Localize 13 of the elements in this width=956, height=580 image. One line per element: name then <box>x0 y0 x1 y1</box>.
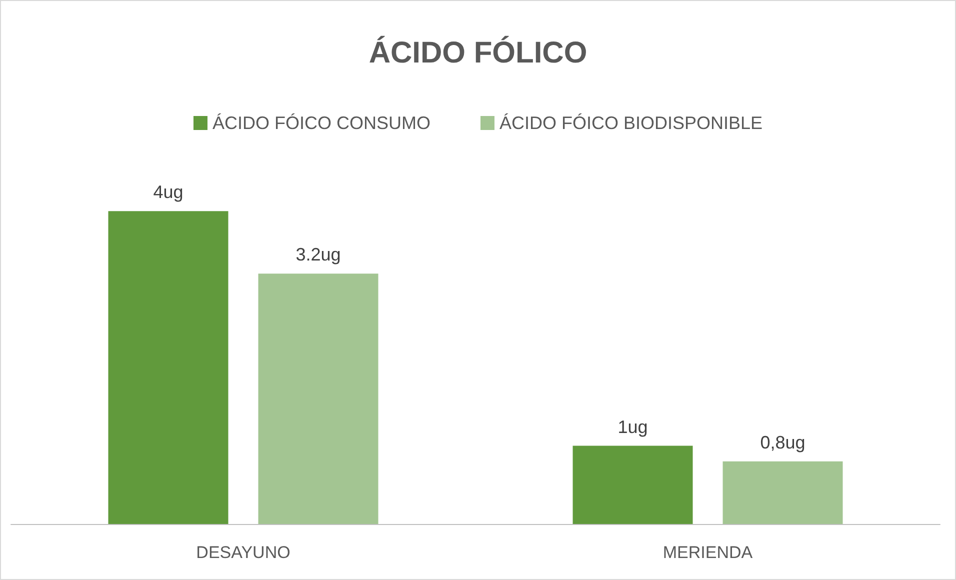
bar <box>108 211 228 524</box>
data-label: 3.2ug <box>296 244 341 265</box>
bar <box>722 461 843 524</box>
x-tick-label: DESAYUNO <box>196 543 290 562</box>
bar <box>258 274 378 524</box>
data-label: 1ug <box>618 416 648 437</box>
x-tick-label: MERIENDA <box>662 543 754 562</box>
bar <box>572 446 693 524</box>
data-label: 4ug <box>153 182 184 202</box>
legend-label: ÁCIDO FÓICO CONSUMO <box>212 113 430 133</box>
data-label: 0,8ug <box>760 432 806 452</box>
legend-label: ÁCIDO FÓICO BIODISPONIBLE <box>499 113 763 133</box>
chart-title: ÁCIDO FÓLICO <box>368 36 588 70</box>
